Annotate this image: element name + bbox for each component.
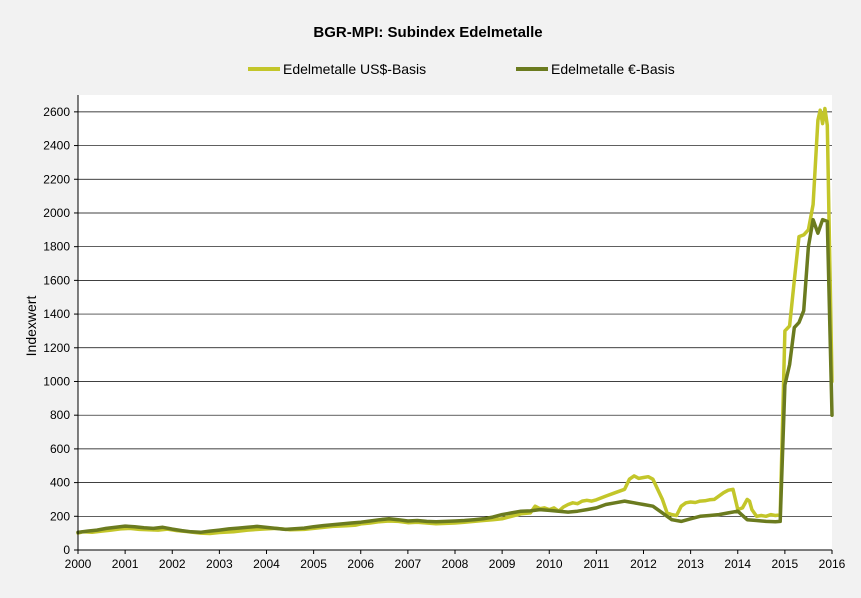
y-tick-label: 400 (50, 476, 70, 490)
y-tick-labels: 0 200 400 600 800 1000 1200 1400 1600 1800 2000 220… (43, 105, 78, 557)
y-tick-label: 800 (50, 408, 70, 422)
y-tick-label: 1600 (43, 273, 70, 287)
y-tick-label: 2200 (43, 172, 70, 186)
legend-label-eur: Edelmetalle €-Basis (551, 61, 675, 77)
x-tick-label: 2015 (772, 557, 799, 571)
chart-title: BGR-MPI: Subindex Edelmetalle (313, 24, 542, 41)
x-tick-label: 2003 (206, 557, 233, 571)
x-tick-label: 2011 (583, 557, 609, 571)
x-tick-label: 2014 (724, 557, 751, 571)
gridlines (78, 111, 832, 517)
x-tick-label: 2002 (159, 557, 186, 571)
y-tick-label: 2600 (43, 105, 70, 119)
y-tick-label: 1000 (43, 374, 70, 388)
series-line-eur (76, 217, 834, 535)
x-tick-label: 2004 (253, 557, 280, 571)
y-tick-label: 2000 (43, 206, 70, 220)
x-tick-label: 2013 (677, 557, 704, 571)
x-tick-label: 2016 (819, 557, 846, 571)
x-tick-label: 2000 (65, 557, 92, 571)
x-tick-label: 2006 (347, 557, 374, 571)
y-tick-label: 1800 (43, 240, 70, 254)
y-tick-label: 1400 (43, 307, 70, 321)
y-tick-label: 2400 (43, 139, 70, 153)
y-tick-label: 1200 (43, 341, 70, 355)
x-tick-label: 2008 (442, 557, 469, 571)
x-tick-label: 2010 (536, 557, 563, 571)
series-line-usd (76, 106, 834, 536)
plot-area (78, 95, 832, 550)
x-tick-label: 2012 (630, 557, 657, 571)
x-tick-label: 2001 (112, 557, 139, 571)
x-tick-label: 2005 (300, 557, 327, 571)
series-lines (76, 106, 834, 536)
y-tick-label: 600 (50, 442, 70, 456)
y-tick-label: 200 (50, 509, 70, 523)
x-tick-label: 2007 (395, 557, 422, 571)
x-tick-label: 2009 (489, 557, 516, 571)
y-axis-label: Indexwert (23, 296, 39, 357)
legend-label-usd: Edelmetalle US$-Basis (283, 61, 426, 77)
legend: Edelmetalle US$-Basis Edelmetalle €-Basi… (248, 61, 675, 77)
x-tick-labels: 2000 2001 2002 2003 2004 2005 2006 2007 2008 2009… (65, 550, 846, 571)
y-tick-label: 0 (63, 543, 70, 557)
